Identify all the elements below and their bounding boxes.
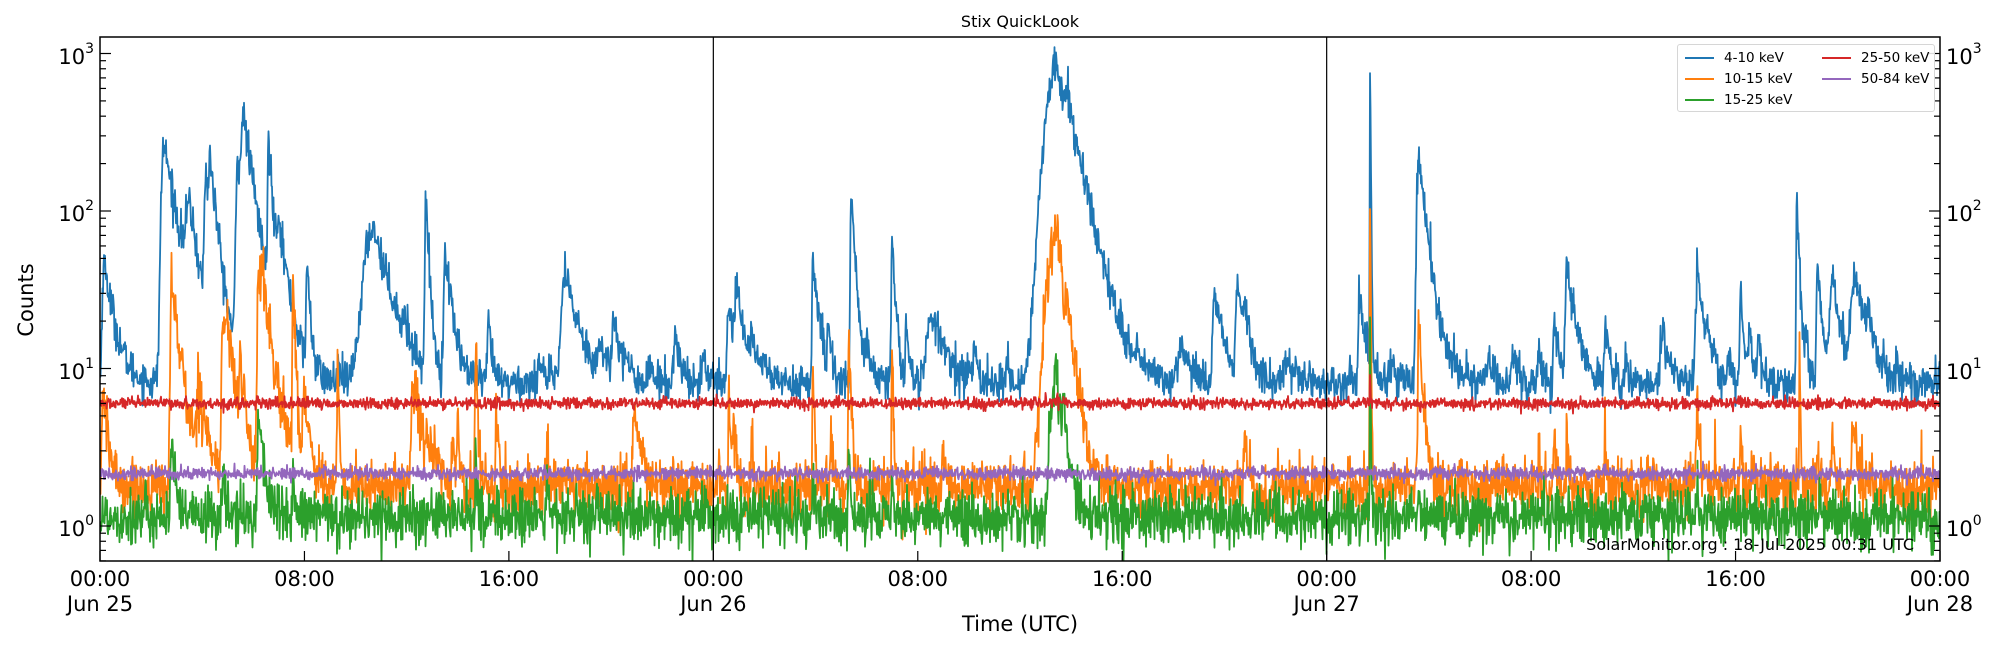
x-tick-label: 00:00 Jun 26 — [680, 567, 747, 616]
y-tick-label-left: 102 — [58, 198, 94, 226]
x-tick-label: 00:00 Jun 25 — [66, 567, 134, 616]
legend-label: 25-50 keV — [1861, 50, 1930, 66]
legend-label: 4-10 keV — [1724, 50, 1784, 66]
series-line-25-50-kev — [100, 373, 1940, 415]
day-separators — [712, 37, 1328, 561]
y-tick-label-left: 103 — [58, 40, 94, 69]
legend-swatch-icon — [1685, 57, 1714, 59]
x-tick-label: 00:00 Jun 27 — [1293, 567, 1360, 616]
legend-swatch-icon — [1685, 78, 1714, 80]
series-line-10-15-kev — [100, 208, 1940, 541]
x-tick-label: 00:00 Jun 28 — [1906, 567, 1974, 616]
legend-item-15-25kev: 15-25 keV — [1685, 92, 1792, 108]
axes-frame — [99, 36, 1941, 562]
x-tick-label: 16:00 — [1705, 567, 1766, 591]
y-tick-label-right: 100 — [1946, 513, 1982, 541]
legend-item-25-50kev: 25-50 keV — [1822, 50, 1929, 66]
x-tick-label: 16:00 — [1091, 567, 1153, 591]
y-axis-label: Counts — [14, 263, 38, 337]
y-tick-label-right: 102 — [1946, 198, 1982, 226]
source-annotation: SolarMonitor.org : 18-Jul-2025 00:31 UTC — [1586, 535, 1914, 554]
legend-item-10-15kev: 10-15 keV — [1685, 71, 1792, 87]
legend-label: 50-84 keV — [1861, 71, 1930, 87]
series-layer — [100, 46, 1940, 561]
legend-swatch-icon — [1685, 99, 1714, 101]
legend-item-4-10kev: 4-10 keV — [1685, 50, 1784, 66]
legend-item-50-84kev: 50-84 keV — [1822, 71, 1929, 87]
series-line-15-25-kev — [100, 316, 1940, 561]
series-line-50-84-kev — [100, 460, 1940, 487]
x-tick-label: 08:00 — [274, 567, 335, 591]
y-tick-label-left: 100 — [58, 513, 94, 541]
x-axis-label: Time (UTC) — [961, 612, 1079, 636]
x-tick-label: 08:00 — [1500, 567, 1562, 591]
legend-label: 10-15 keV — [1724, 71, 1793, 87]
y-tick-label-right: 103 — [1946, 40, 1982, 69]
y-tick-label-right: 101 — [1946, 355, 1982, 384]
chart-title: Stix QuickLook — [960, 12, 1080, 31]
y-tick-label-left: 101 — [58, 355, 94, 384]
x-tick-label: 16:00 — [478, 567, 540, 591]
legend-swatch-icon — [1822, 78, 1851, 80]
legend-label: 15-25 keV — [1724, 92, 1793, 108]
series-line-4-10-kev — [100, 46, 1940, 415]
legend: 4-10 keV 10-15 keV 15-25 keV 25-50 keV 5… — [1677, 44, 1935, 112]
legend-swatch-icon — [1822, 57, 1851, 59]
x-tick-label: 08:00 — [887, 567, 949, 591]
axis-ticks — [99, 52, 1941, 562]
